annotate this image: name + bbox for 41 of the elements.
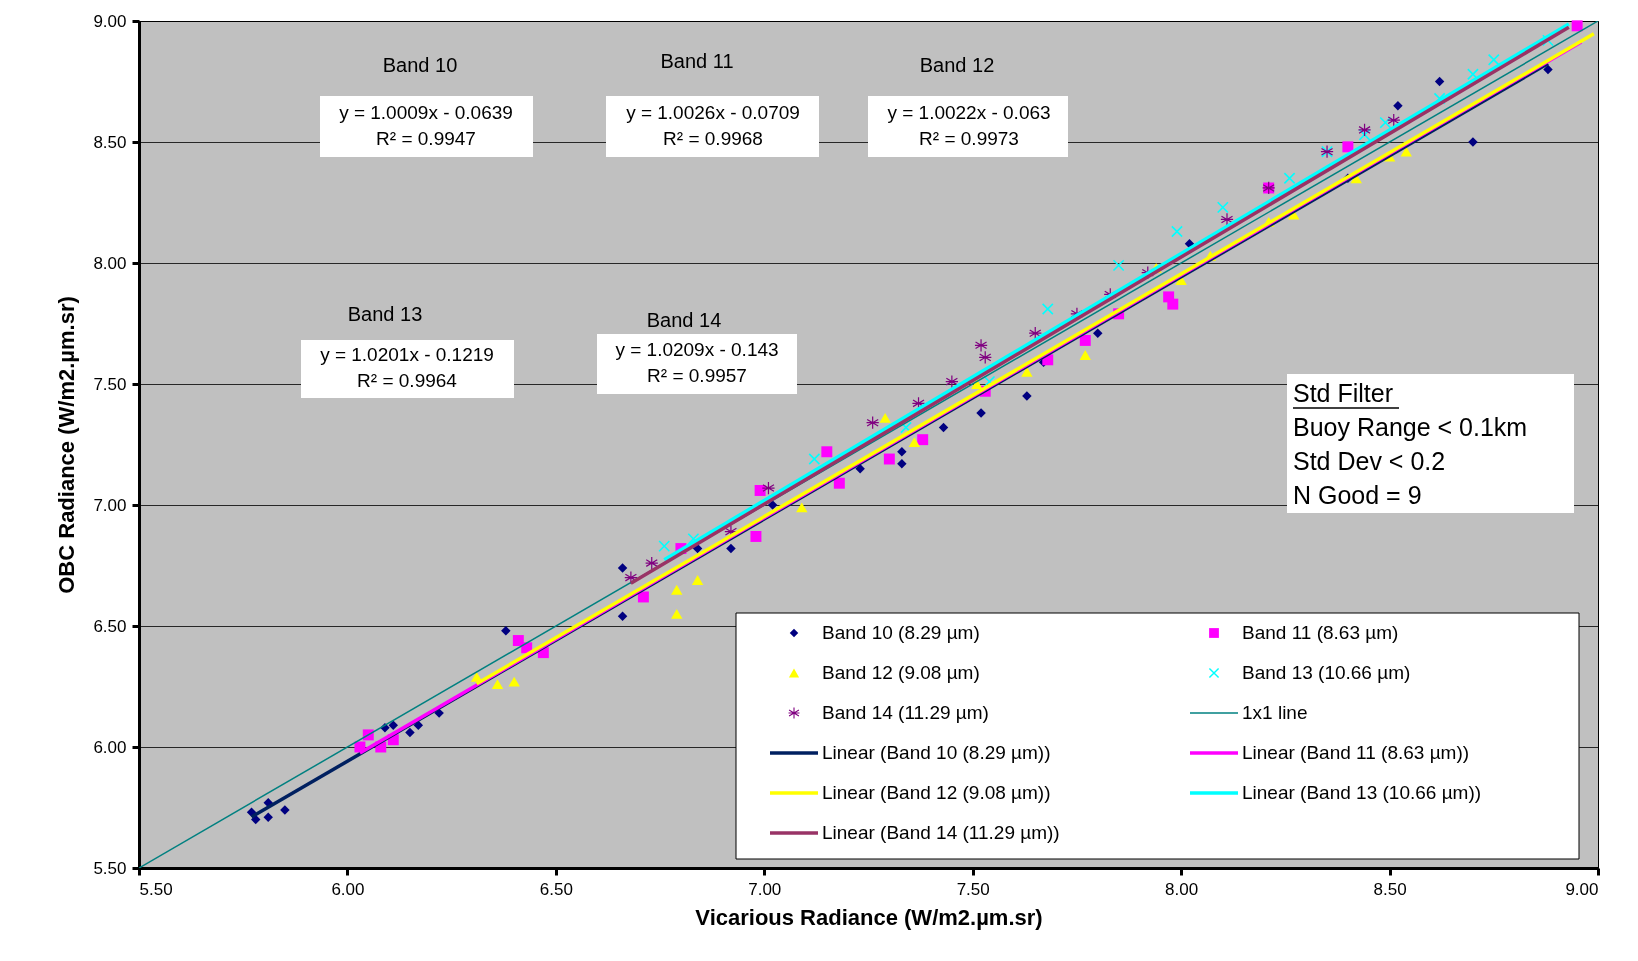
legend-label: Band 10 (8.29 µm) [822,622,980,643]
legend-label: Linear (Band 13 (10.66 µm)) [1242,782,1482,803]
legend-label: Linear (Band 11 (8.63 µm)) [1242,742,1470,763]
annotation: Band 10 [382,54,458,76]
x-axis-title: Vicarious Radiance (W/m2.µm.sr) [695,904,1043,930]
annotation: Band 14 [646,309,722,331]
x-tick-label: 8.00 [1165,879,1199,899]
legend-label: 1x1 line [1242,702,1308,723]
legend-label: Band 14 (11.29 µm) [822,702,989,723]
legend-label: Linear (Band 14 (11.29 µm)) [822,822,1060,843]
y-tick-label: 6.50 [93,616,127,636]
y-tick-label: 5.50 [93,858,127,878]
annotation: y = 1.0209x - 0.143 R² = 0.9957 [615,339,779,386]
annotation: Std Filter [1293,379,1394,407]
y-tick-label: 7.50 [93,374,127,394]
annotation: y = 1.0009x - 0.0639 R² = 0.9947 [339,102,513,149]
x-tick-label: 9.00 [1565,879,1599,899]
legend-label: Linear (Band 12 (9.08 µm)) [822,782,1051,803]
annotation: Band 13 [347,303,423,325]
y-tick-label: 9.00 [93,11,127,31]
x-tick-label: 7.50 [956,879,990,899]
x-tick-label: 6.00 [331,879,365,899]
annotation: Band 12 [919,54,995,76]
y-axis-title: OBC Radiance (W/m2.µm.sr) [54,296,80,594]
legend-label: Band 11 (8.63 µm) [1242,622,1399,643]
annotation: y = 1.0026x - 0.0709 R² = 0.9968 [626,102,800,149]
annotation: Buoy Range < 0.1km Std Dev < 0.2 N Good = 9 [1293,413,1528,509]
legend-label: Linear (Band 10 (8.29 µm)) [822,742,1051,763]
y-tick-label: 7.00 [93,495,127,515]
annotation: y = 1.0201x - 0.1219 R² = 0.9964 [320,344,494,391]
x-tick-label: 6.50 [539,879,573,899]
x-tick-label: 7.00 [748,879,782,899]
x-tick-label: 8.50 [1373,879,1407,899]
legend-label: Band 12 (9.08 µm) [822,662,980,683]
y-tick-label: 8.50 [93,132,127,152]
y-tick-label: 6.00 [93,737,127,757]
x-tick-label: 5.50 [139,879,173,899]
annotation: Band 11 [660,50,734,72]
annotation: y = 1.0022x - 0.063 R² = 0.9973 [887,102,1051,149]
y-tick-label: 8.00 [93,253,127,273]
legend-label: Band 13 (10.66 µm) [1242,662,1411,683]
